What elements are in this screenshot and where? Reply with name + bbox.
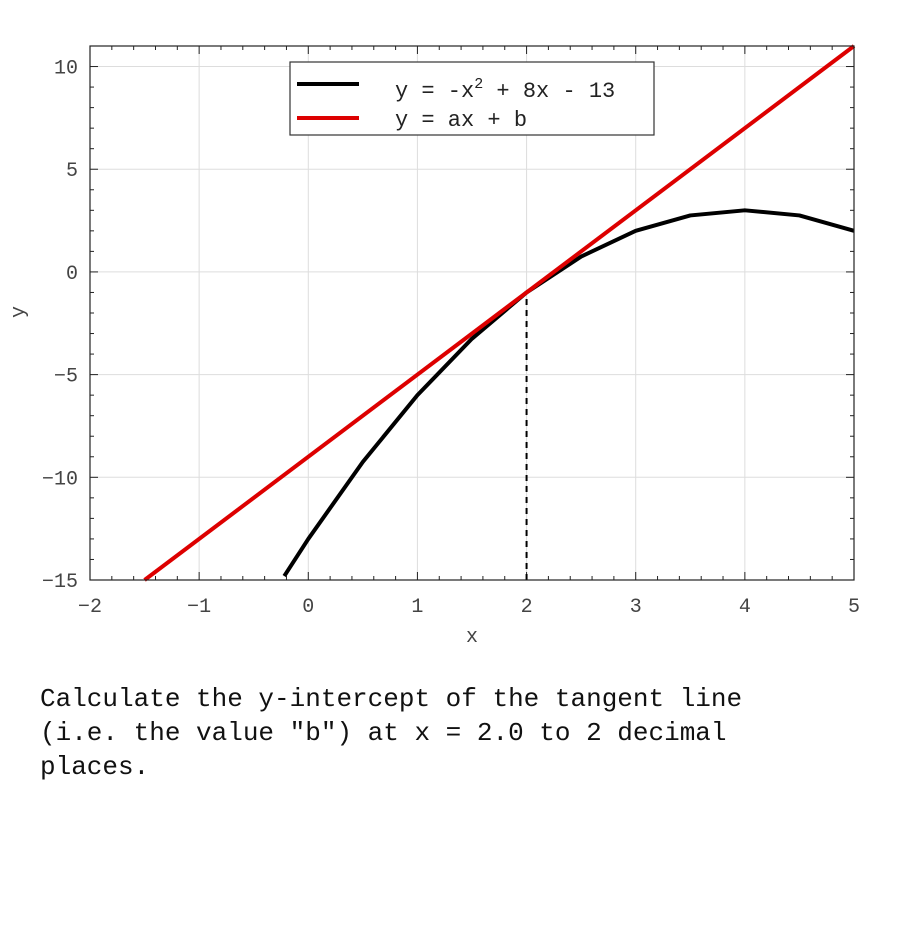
x-tick-label: 0	[302, 596, 314, 619]
plot-series	[143, 44, 856, 582]
y-tick-label: 0	[66, 263, 78, 286]
y-tick-label: −10	[42, 468, 78, 491]
tangent-series-line	[143, 44, 856, 582]
legend: y = -x2 + 8x - 13 y = ax + b	[289, 61, 655, 136]
question-text: Calculate the y-intercept of the tangent…	[40, 684, 743, 782]
legend-box	[289, 61, 655, 136]
parabola-series-line	[282, 208, 855, 578]
x-tick-labels: −2 −1 0 1 2 3 4 5	[78, 596, 860, 619]
y-axis-label: y	[8, 306, 31, 318]
y-tick-label: −15	[42, 571, 78, 594]
x-tick-label: 3	[630, 596, 642, 619]
x-tick-label: −1	[187, 596, 211, 619]
x-tick-label: 5	[848, 596, 860, 619]
x-tick-label: −2	[78, 596, 102, 619]
axis-ticks	[89, 45, 855, 581]
y-tick-label: −5	[54, 366, 78, 389]
legend-entry-tangent: y = ax + b	[395, 108, 527, 133]
y-tick-label: 5	[66, 160, 78, 183]
x-tick-label: 4	[739, 596, 751, 619]
x-axis-label: x	[466, 626, 478, 649]
plot-frame	[89, 45, 855, 581]
x-tick-label: 1	[411, 596, 423, 619]
x-tick-label: 2	[521, 596, 533, 619]
legend-entry-parabola: y = -x2 + 8x - 13	[395, 76, 615, 104]
y-tick-labels: −15 −10 −5 0 5 10	[42, 58, 78, 594]
y-tick-label: 10	[54, 58, 78, 81]
